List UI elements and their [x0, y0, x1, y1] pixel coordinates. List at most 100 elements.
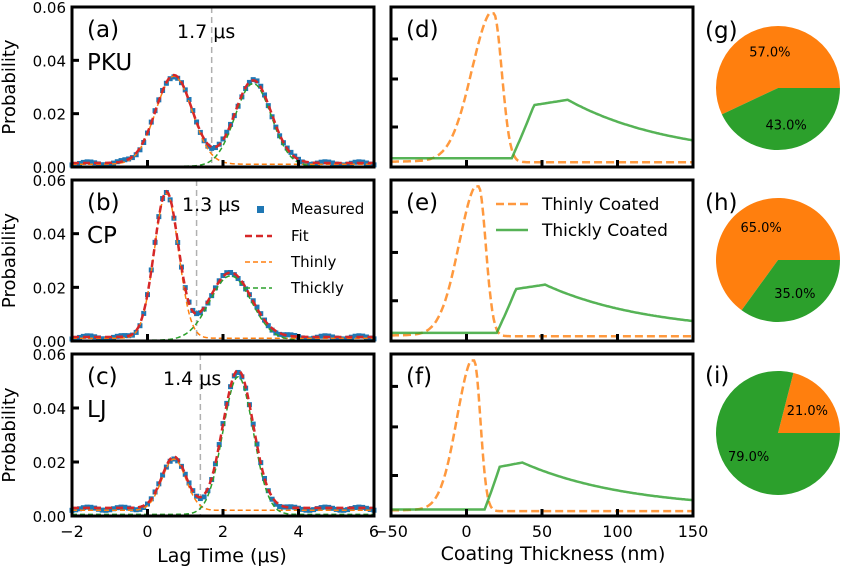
measured-point: [220, 273, 226, 279]
axes-frame: [389, 352, 695, 518]
ylabel: Probability: [0, 387, 20, 482]
thinly-slice: [778, 372, 840, 433]
y-tick-label: 0.00: [33, 508, 66, 526]
measured-point: [163, 464, 169, 470]
lag-xticks: −2 0 2 4 6: [60, 522, 379, 541]
measured-point: [212, 285, 218, 291]
threshold-label: 1.3 μs: [182, 194, 240, 216]
measured-point: [122, 504, 128, 510]
panel-label: (b): [87, 190, 120, 216]
measured-point: [205, 143, 211, 149]
measured-point: [111, 506, 117, 512]
x-tick-label: −2: [60, 522, 84, 541]
thinly-slice: [716, 198, 840, 311]
pie-1: 57.0% 43.0% (g): [705, 18, 840, 151]
thickness-panel-1: (d): [389, 5, 695, 169]
y-tick-label: 0.04: [33, 400, 66, 418]
measured-point: [129, 506, 135, 512]
xlabel-coating-thickness: Coating Thickness (nm): [441, 543, 666, 565]
measured-point: [352, 333, 358, 339]
legend-label: Measured: [291, 200, 364, 218]
measured-point: [265, 323, 271, 329]
pie-pct-label: 57.0%: [749, 46, 790, 61]
measured-point: [363, 160, 369, 166]
xlabel-lag-time: Lag Time (μs): [157, 545, 287, 567]
thinly-curve: [72, 75, 374, 165]
measured-point: [318, 159, 324, 165]
measured-point: [122, 157, 128, 163]
lag-time-panels: 0.00 0.02 0.04 0.06 Probability (a) PKU 1.7 μs 0…: [0, 0, 379, 541]
measured-point: [296, 156, 301, 162]
measured-point: [288, 149, 294, 155]
measured-point: [277, 504, 283, 510]
x-tick-label: 4: [293, 522, 303, 541]
measured-point: [345, 161, 351, 167]
measured-point: [107, 161, 113, 167]
y-tick-label: 0.06: [33, 172, 66, 190]
measured-point: [99, 336, 105, 342]
measured-point: [333, 506, 339, 512]
measured-point: [329, 505, 335, 511]
measured-point: [141, 310, 147, 316]
measured-point: [160, 472, 166, 478]
measured-point: [303, 336, 309, 342]
coating-thickness-panels: (d) (e) (f) Thinly Coated Thickly Coated −50 0…: [374, 5, 708, 541]
measured-point: [107, 507, 113, 513]
measured-point: [228, 269, 234, 275]
thickness-legend: Thinly Coated Thickly Coated −50 0 50 100 150: [374, 195, 708, 541]
measured-point: [216, 442, 222, 448]
measured-point: [95, 506, 101, 512]
measured-point: [284, 332, 290, 338]
measured-point: [269, 496, 275, 502]
measured-point: [182, 87, 188, 93]
thickly-slice: [721, 88, 840, 151]
thickly-coated-curve: [391, 283, 694, 335]
legend-measured-marker: [257, 206, 264, 213]
legend-label: Thinly Coated: [541, 195, 659, 215]
thinly-coated-curve: [391, 359, 693, 513]
x-tick-label: 100: [602, 522, 633, 541]
pie-pct-label: 35.0%: [774, 287, 815, 302]
measured-point: [145, 501, 150, 507]
site-label: PKU: [87, 50, 132, 76]
thickly-coated-curve: [391, 98, 694, 160]
x-tick-label: 6: [369, 522, 379, 541]
x-tick-label: 50: [532, 522, 552, 541]
measured-point: [88, 159, 94, 165]
threshold-label: 1.4 μs: [163, 368, 221, 390]
pie-2: 65.0% 35.0% (h): [705, 190, 840, 323]
measured-point: [99, 507, 105, 513]
y-tick-label: 0.02: [33, 106, 66, 124]
measured-point: [186, 480, 192, 486]
fit-curve: [72, 73, 374, 165]
pie-pct-label: 65.0%: [740, 221, 781, 236]
measured-point: [250, 421, 256, 427]
measured-point: [194, 311, 200, 317]
measured-point: [311, 335, 317, 341]
measured-point: [107, 335, 113, 341]
measured-point: [352, 505, 358, 511]
thinly-curve: [72, 458, 374, 512]
measured-point: [201, 494, 207, 500]
y-tick-label: 0.06: [33, 346, 66, 364]
panel-label: (a): [87, 17, 119, 43]
measured-point: [273, 330, 279, 336]
measured-point: [190, 108, 196, 114]
x-tick-label: 150: [678, 522, 709, 541]
measured-point: [265, 103, 271, 109]
legend-label: Thinly: [290, 253, 337, 271]
measured-point: [103, 162, 109, 168]
thickly-curve: [72, 82, 374, 167]
measured-point: [329, 334, 335, 340]
measured-point: [194, 119, 200, 125]
measured-point: [212, 461, 218, 467]
measured-point: [345, 507, 351, 513]
thickness-panel-3: (f): [389, 352, 695, 518]
measured-point: [220, 421, 226, 427]
pie-pct-label: 79.0%: [728, 450, 769, 465]
measured-point: [77, 506, 83, 512]
measured-point: [77, 334, 83, 340]
threshold-label: 1.7 μs: [177, 21, 235, 43]
measured-point: [111, 160, 117, 166]
